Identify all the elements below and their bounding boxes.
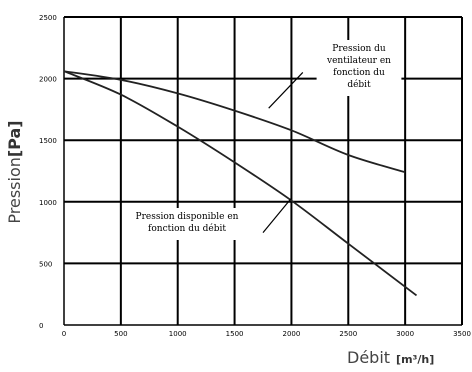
grid bbox=[64, 16, 463, 325]
y-axis-unit: [Pa] bbox=[5, 120, 24, 157]
y-tick-label-500: 500 bbox=[39, 260, 52, 268]
annotation-1-line-0: Pression disponible en bbox=[136, 212, 239, 222]
series-line-1 bbox=[63, 70, 418, 297]
x-tick-label-1500: 1500 bbox=[226, 330, 244, 338]
x-tick-label-2000: 2000 bbox=[283, 330, 301, 338]
x-tick-label-3000: 3000 bbox=[396, 330, 414, 338]
y-tick-label-2500: 2500 bbox=[39, 14, 57, 22]
annotation-box-1 bbox=[123, 208, 251, 240]
annotation-pointer-1 bbox=[262, 197, 292, 233]
annotation-0-line-3: débit bbox=[347, 79, 371, 90]
y-tick-label-1000: 1000 bbox=[39, 199, 57, 207]
annotations: Pression du ventilateur en fonction dudébi… bbox=[123, 40, 402, 240]
x-tick-label-3500: 3500 bbox=[453, 330, 471, 338]
x-tick-label-500: 500 bbox=[114, 330, 127, 338]
y-tick-label-2000: 2000 bbox=[39, 76, 57, 84]
annotation-box-0 bbox=[316, 40, 402, 96]
x-tick-label-1000: 1000 bbox=[169, 330, 187, 338]
annotation-1-line-1: fonction du débit bbox=[148, 223, 226, 234]
x-tick-label-2500: 2500 bbox=[339, 330, 357, 338]
tick-labels: 0 500 1000 1500 2000 2500 3000 3500 0 500 1000 1500… bbox=[39, 14, 471, 338]
y-tick-label-0: 0 bbox=[39, 322, 43, 330]
y-tick-label-1500: 1500 bbox=[39, 137, 57, 145]
x-axis-unit: [m³/h] bbox=[396, 353, 434, 366]
annotation-0-line-1: ventilateur en bbox=[326, 56, 391, 66]
x-axis-label: Débit [m³/h] bbox=[347, 348, 434, 367]
axes bbox=[63, 17, 462, 326]
series-line-0 bbox=[63, 70, 406, 174]
annotation-0-line-2: fonction du bbox=[333, 68, 385, 78]
y-axis-label: Pression[Pa] bbox=[5, 120, 24, 223]
annotation-pointer-0 bbox=[268, 72, 304, 109]
x-tick-label-0: 0 bbox=[62, 330, 66, 338]
series bbox=[63, 70, 418, 297]
annotation-0-line-0: Pression du bbox=[332, 44, 386, 54]
